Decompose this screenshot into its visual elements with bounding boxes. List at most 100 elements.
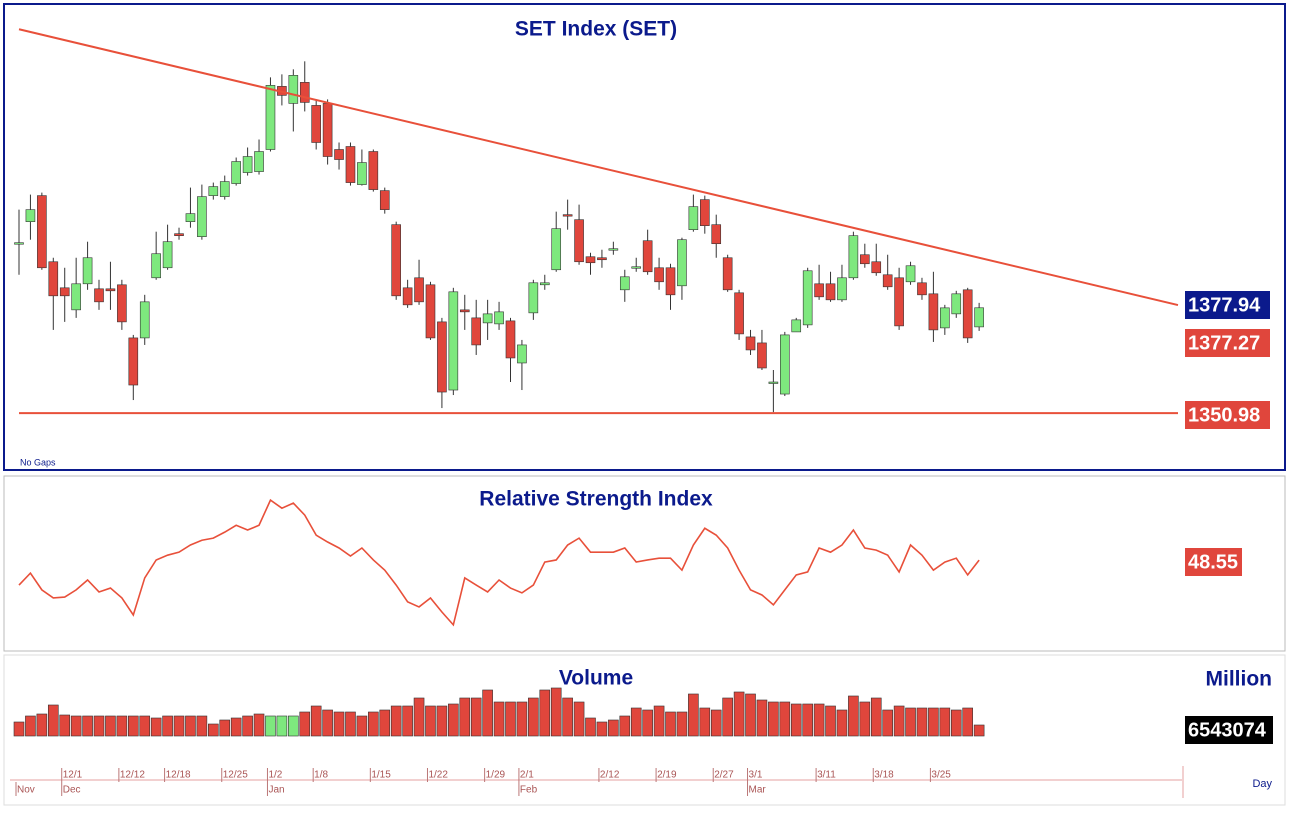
candle-body: [219, 181, 230, 197]
trend-value-label: 1377.94: [1188, 294, 1261, 316]
candle-body: [791, 319, 802, 333]
close-value-label-box: [1185, 329, 1270, 357]
x-tick-label: 2/27: [714, 770, 734, 781]
x-tick-label: 1/15: [371, 770, 391, 781]
volume-bar: [208, 723, 219, 737]
volume-bar: [150, 717, 162, 737]
volume-bar: [665, 711, 676, 737]
candle-body: [711, 224, 722, 245]
volume-bar: [253, 713, 265, 737]
candle-body: [174, 233, 184, 236]
volume-bar: [550, 687, 562, 737]
volume-bar: [288, 715, 299, 737]
candle-body: [951, 293, 962, 315]
x-tick-label: 3/11: [817, 770, 836, 781]
candle-body: [59, 287, 70, 297]
candle-body: [254, 151, 264, 172]
volume-bar: [59, 714, 71, 737]
volume-bar: [139, 715, 151, 737]
candle-body: [14, 242, 24, 245]
volume-bar: [368, 711, 379, 737]
candle-body: [117, 284, 127, 323]
candle-body: [48, 261, 59, 297]
candle-body: [882, 274, 893, 288]
x-tick-label: 12/12: [120, 770, 145, 781]
month-label: Dec: [63, 785, 81, 796]
candle-body: [105, 288, 116, 292]
candle-body: [459, 309, 470, 313]
x-unit: Day: [1252, 778, 1272, 790]
candle-body: [802, 270, 813, 326]
month-label: Mar: [749, 785, 767, 796]
volume-bar: [573, 701, 585, 737]
month-label: Jan: [268, 785, 284, 796]
candle-body: [688, 206, 699, 230]
candle-body: [928, 293, 939, 331]
candle-body: [448, 291, 459, 391]
volume-bar: [676, 711, 688, 737]
volume-bar: [482, 689, 493, 737]
volume-bar: [219, 719, 231, 737]
volume-bar: [25, 715, 36, 737]
candle-body: [619, 276, 630, 291]
candle-body: [734, 292, 744, 335]
volume-bar: [162, 715, 173, 737]
x-tick-label: 12/25: [223, 770, 248, 781]
candle-body: [654, 267, 664, 283]
candle-body: [539, 282, 550, 286]
volume-bar: [47, 704, 59, 737]
price-panel: [3, 3, 1286, 471]
candle-body: [677, 239, 687, 287]
candle-body: [242, 156, 253, 173]
volume-bar: [196, 715, 208, 737]
candle-body: [494, 311, 504, 325]
candle-body: [848, 235, 859, 279]
candle-body: [391, 224, 401, 297]
candle-body: [162, 241, 173, 269]
candle-body: [699, 199, 710, 226]
volume-bar: [333, 711, 345, 737]
rsi-panel: [3, 475, 1286, 652]
volume-bar: [493, 701, 505, 737]
candle-body: [345, 146, 356, 183]
volume-bar: [768, 701, 779, 737]
candle-body: [642, 240, 653, 273]
candle-body: [368, 151, 379, 190]
candle-body: [82, 257, 93, 285]
volume-bar: [779, 701, 791, 737]
volume-bar: [105, 715, 116, 737]
candle-body: [517, 344, 527, 364]
volume-bar: [893, 705, 905, 737]
volume-bar: [173, 715, 185, 737]
x-tick-label: 12/18: [166, 770, 191, 781]
candle-body: [940, 307, 950, 329]
candle-body: [414, 277, 424, 303]
x-tick-label: 2/19: [657, 770, 677, 781]
candle-body: [768, 381, 779, 384]
volume-bar: [356, 715, 368, 737]
support-value-label-box: [1185, 401, 1270, 429]
volume-bar: [459, 697, 471, 737]
candle-body: [894, 277, 904, 327]
volume-value-label-box: [1185, 716, 1273, 744]
volume-bar: [505, 701, 516, 737]
volume-bar: [448, 703, 459, 737]
candle-body: [185, 213, 196, 222]
volume-unit: Million: [1206, 668, 1273, 691]
rsi-value-label-box: [1185, 548, 1242, 576]
volume-bar: [825, 705, 836, 737]
volume-bar: [859, 701, 871, 737]
candle-body: [265, 85, 276, 150]
volume-bar: [813, 703, 825, 737]
volume-bar: [745, 693, 756, 737]
volume-bar: [905, 707, 916, 737]
volume-bar: [265, 715, 276, 737]
candle-body: [871, 261, 882, 274]
trend-value-label-box: [1185, 291, 1270, 319]
candle-body: [837, 277, 847, 301]
volume-value-label: 6543074: [1188, 719, 1267, 741]
candle-body: [757, 342, 767, 369]
candle-body: [745, 336, 756, 351]
candle-body: [208, 186, 219, 196]
